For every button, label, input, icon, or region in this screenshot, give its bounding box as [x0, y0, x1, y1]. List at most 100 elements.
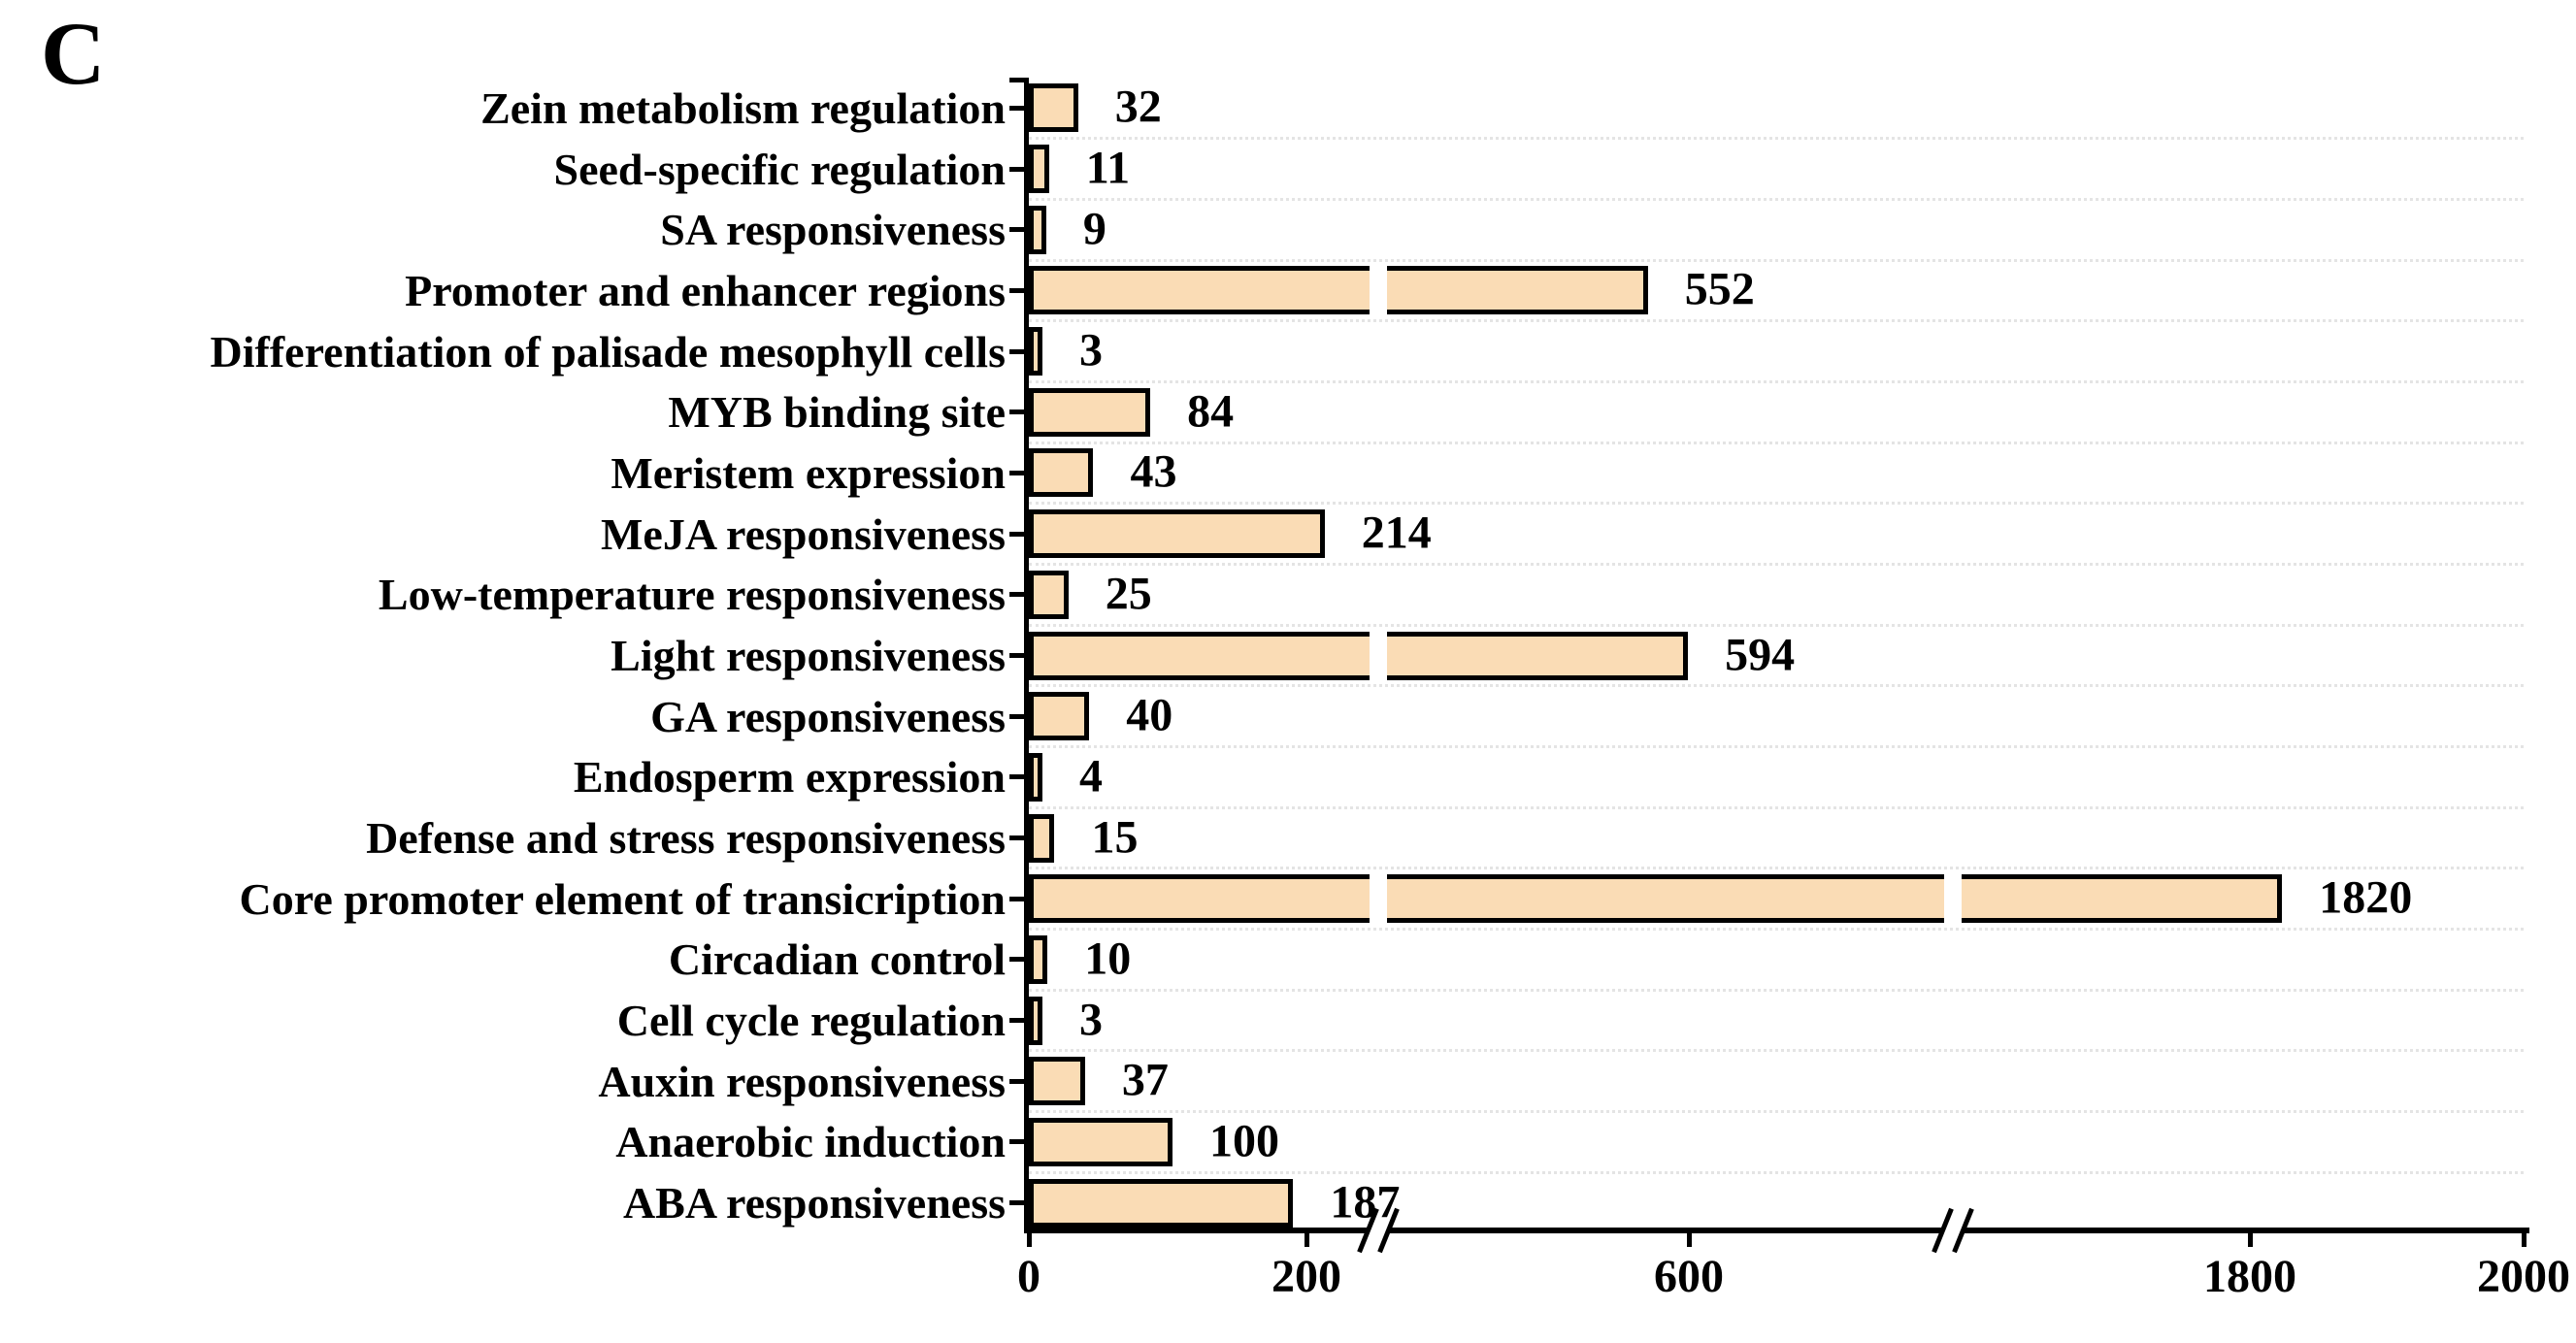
- y-tick: [1009, 531, 1024, 537]
- bar-value-label: 10: [1084, 933, 1132, 985]
- gridline: [1029, 1049, 2524, 1053]
- category-axis-labels: Zein metabolism regulation Seed-specific …: [0, 78, 1011, 1236]
- bar-value-label: 84: [1187, 385, 1235, 438]
- y-tick: [1009, 409, 1024, 415]
- bar: [1029, 205, 1046, 254]
- category-label: MeJA responsiveness: [601, 508, 1006, 559]
- y-tick: [1009, 1078, 1024, 1084]
- category-label: Anaerobic induction: [615, 1117, 1006, 1167]
- gridline: [1029, 805, 2524, 809]
- category-label: ABA responsiveness: [622, 1178, 1006, 1228]
- bar-value-label: 40: [1126, 689, 1173, 741]
- bar-break-slit: [1370, 628, 1387, 683]
- gridline: [1029, 928, 2524, 932]
- bar-break-slit: [1944, 871, 1962, 927]
- y-tick: [1009, 774, 1024, 780]
- gridline: [1029, 562, 2524, 566]
- bar: [1029, 83, 1078, 133]
- x-tick-label: 200: [1271, 1251, 1341, 1302]
- bar: [1029, 752, 1042, 802]
- category-label: Light responsiveness: [611, 631, 1006, 680]
- bar: [1029, 692, 1090, 741]
- bar-value-label: 3: [1079, 324, 1103, 377]
- bar: [1029, 813, 1055, 863]
- category-label: Low-temperature responsiveness: [378, 570, 1006, 620]
- bar-value-label: 1820: [2319, 871, 2413, 924]
- x-tick-label: 0: [1017, 1251, 1040, 1302]
- y-tick: [1009, 105, 1024, 111]
- category-label: Differentiation of palisade mesophyll ce…: [210, 326, 1006, 377]
- x-axis-line: [1024, 1228, 2529, 1233]
- bar-break-slit: [1370, 871, 1387, 927]
- bar-value-label: 552: [1684, 263, 1755, 315]
- bar-value-label: 43: [1130, 445, 1177, 498]
- bar: [1029, 448, 1094, 498]
- category-label: Promoter and enhancer regions: [405, 265, 1006, 315]
- x-tick: [1686, 1233, 1692, 1247]
- category-label: SA responsiveness: [660, 205, 1006, 255]
- y-axis-line: [1024, 78, 1029, 1233]
- bar-value-label: 187: [1330, 1176, 1401, 1228]
- gridline: [1029, 745, 2524, 749]
- bar: [1029, 874, 2283, 924]
- y-tick: [1009, 348, 1024, 354]
- y-tick: [1009, 470, 1024, 475]
- category-label: Defense and stress responsiveness: [366, 813, 1006, 864]
- bar-break-slit: [1370, 263, 1387, 318]
- y-tick: [1009, 1200, 1024, 1206]
- bar-value-label: 4: [1079, 750, 1103, 803]
- bar: [1029, 1057, 1085, 1106]
- category-label: Meristem expression: [611, 447, 1006, 498]
- y-tick: [1009, 1018, 1024, 1024]
- gridline: [1029, 1110, 2524, 1114]
- bar: [1029, 934, 1048, 984]
- y-tick: [1009, 713, 1024, 719]
- y-tick: [1009, 166, 1024, 172]
- gridline: [1029, 867, 2524, 870]
- gridline: [1029, 684, 2524, 688]
- bar: [1029, 266, 1648, 315]
- category-label: Circadian control: [668, 934, 1006, 985]
- bar: [1029, 1178, 1294, 1228]
- bar-value-label: 25: [1105, 568, 1152, 620]
- x-tick: [2521, 1233, 2526, 1247]
- bar-value-label: 100: [1209, 1115, 1279, 1167]
- y-tick: [1009, 896, 1024, 901]
- bar-value-label: 37: [1121, 1054, 1169, 1106]
- bar-chart-plot-area: 32 11 9 552 3 84 43 214 25 594 40 4 15 1820 10 3 37 100 18…: [1009, 78, 2570, 1302]
- x-tick-label: 600: [1654, 1251, 1724, 1302]
- y-tick: [1009, 835, 1024, 841]
- panel-label: C: [41, 4, 106, 103]
- gridline: [1029, 379, 2524, 383]
- y-tick: [1009, 957, 1024, 963]
- gridline: [1029, 258, 2524, 262]
- gridline: [1029, 1170, 2524, 1174]
- category-label: Endosperm expression: [573, 752, 1006, 803]
- gridline: [1029, 441, 2524, 444]
- x-tick: [1026, 1233, 1032, 1247]
- category-label: Core promoter element of transicription: [239, 873, 1006, 924]
- gridline: [1029, 623, 2524, 627]
- bar: [1029, 509, 1325, 559]
- gridline: [1029, 502, 2524, 506]
- gridline: [1029, 137, 2524, 141]
- x-tick: [1304, 1233, 1309, 1247]
- bar-value-label: 9: [1082, 203, 1106, 255]
- y-tick: [1009, 1139, 1024, 1145]
- bar-value-label: 3: [1079, 993, 1103, 1045]
- bar-value-label: 11: [1085, 142, 1131, 194]
- bar-value-label: 32: [1114, 81, 1162, 133]
- bar: [1029, 327, 1042, 377]
- category-label: GA responsiveness: [650, 691, 1006, 741]
- category-label: Auxin responsiveness: [598, 1056, 1006, 1106]
- y-tick: [1009, 592, 1024, 598]
- y-axis-end-tick: [1009, 78, 1024, 82]
- y-tick: [1009, 653, 1024, 658]
- bar-value-label: 214: [1361, 507, 1432, 559]
- x-tick-label: 2000: [2477, 1251, 2570, 1302]
- gridline: [1029, 319, 2524, 323]
- category-label: Cell cycle regulation: [616, 996, 1006, 1046]
- gridline: [1029, 988, 2524, 992]
- bar: [1029, 570, 1069, 619]
- category-label: Seed-specific regulation: [553, 144, 1006, 194]
